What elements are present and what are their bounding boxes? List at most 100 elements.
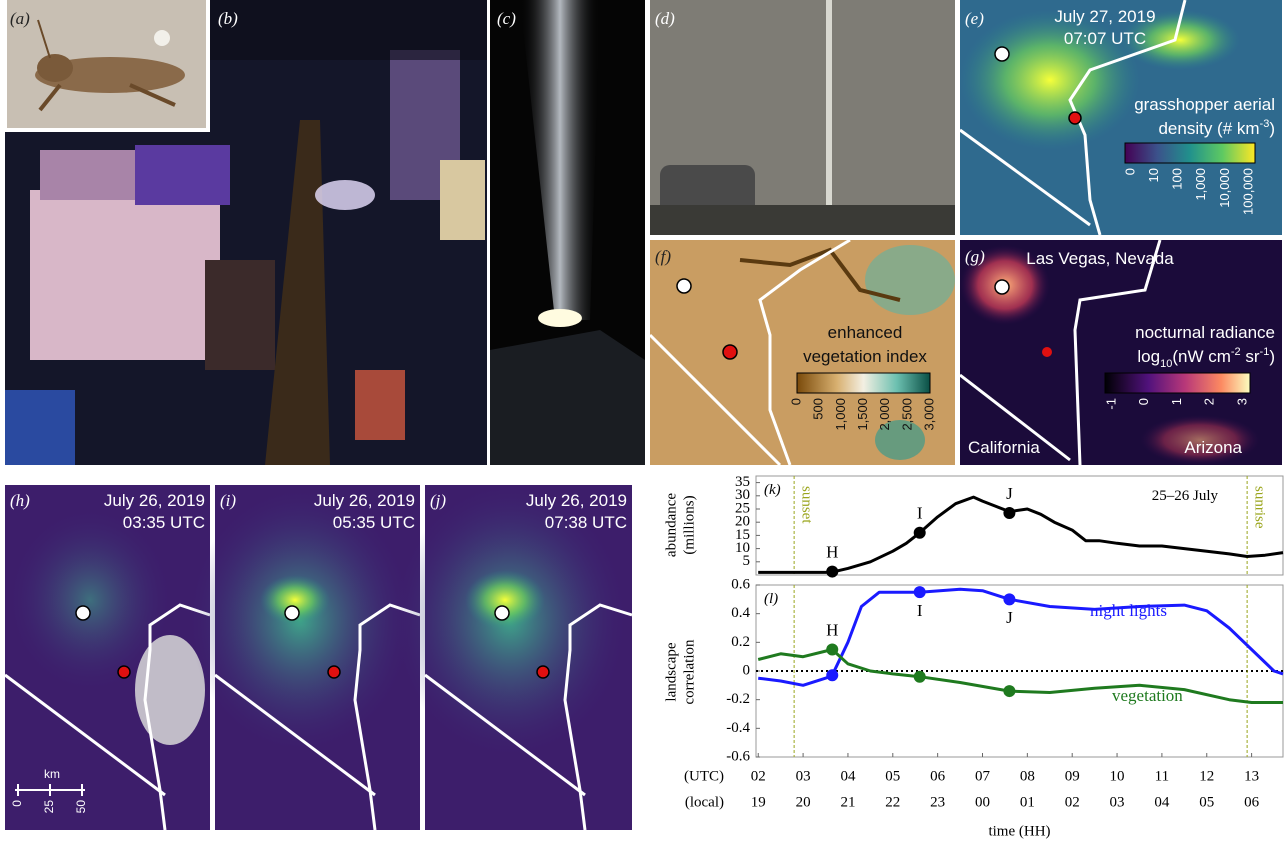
photo-c [490, 0, 645, 465]
x-tick-label: 06 [930, 768, 946, 784]
y-axis-label: correlation [681, 639, 697, 704]
point-marker [1003, 685, 1015, 697]
y-tick-label: 0.2 [731, 634, 750, 650]
place-label: Las Vegas, Nevada [1026, 249, 1174, 268]
x-tick-label-local: 20 [796, 794, 811, 810]
y-tick-label: 0.4 [731, 605, 750, 621]
x-tick-label-local: 02 [1065, 794, 1080, 810]
superscript: -1 [1260, 346, 1270, 358]
colorbar-tick-label: 0 [1136, 398, 1151, 405]
colorbar-tick-label: 1,000 [833, 398, 848, 431]
superscript: -3 [1260, 118, 1270, 130]
date: July 26, 2019 [526, 491, 627, 510]
legend-title: vegetation index [803, 347, 927, 366]
panel-label: (i) [220, 491, 236, 510]
point-label: H [826, 542, 838, 561]
date: July 26, 2019 [104, 491, 205, 510]
x-tick-label-local: 04 [1154, 794, 1170, 810]
colorbar-tick-label: 2 [1202, 398, 1217, 405]
panel-label: (l) [764, 591, 778, 607]
panel-label: (j) [430, 491, 446, 510]
colorbar-tick-label: 1,000 [1193, 168, 1208, 201]
colorbar-tick-label: 1,500 [855, 398, 870, 431]
annotation: 25–26 July [1152, 488, 1219, 504]
x-tick-label-local: 03 [1110, 794, 1125, 810]
panel-label: (h) [10, 491, 30, 510]
colorbar-tick-label: 10,000 [1217, 168, 1232, 208]
x-tick-label: 02 [751, 768, 766, 784]
legend-title: grasshopper aerial [1134, 95, 1275, 114]
colorbar-tick-label: 3 [1234, 398, 1249, 405]
colorbar-tick-label: 500 [811, 398, 826, 420]
series-label: night lights [1090, 601, 1167, 620]
colorbar-tick-label: 2,500 [899, 398, 914, 431]
point-label: I [917, 601, 923, 620]
photo-d [650, 0, 955, 235]
y-tick-label: -0.4 [726, 720, 750, 736]
x-tick-label: 03 [796, 768, 811, 784]
y-axis-label: (millions) [681, 495, 697, 554]
region-label: Arizona [1184, 438, 1242, 457]
y-axis-label: landscape [663, 642, 679, 701]
date: July 27, 2019 [1054, 7, 1155, 26]
region-label: California [968, 438, 1040, 457]
point-label: J [1006, 484, 1013, 503]
colorbar-tick-label: 0 [788, 398, 803, 405]
series-label: vegetation [1112, 686, 1183, 705]
point-label: I [917, 504, 923, 523]
text: (nW cm [1172, 347, 1231, 366]
scale-unit: km [44, 767, 60, 781]
x-tick-label: 08 [1020, 768, 1035, 784]
y-tick-label: 0 [743, 662, 751, 678]
point-marker [914, 671, 926, 683]
x-tick-label: 11 [1155, 768, 1169, 784]
subscript: 10 [1160, 358, 1172, 370]
point-label: J [1006, 608, 1013, 627]
point-marker [826, 669, 838, 681]
x-tick-label-local: 06 [1244, 794, 1260, 810]
scale-tick-label: 0 [10, 800, 24, 807]
x-tick-label: 04 [840, 768, 856, 784]
x-tick-label-local: 22 [885, 794, 900, 810]
x-tick-label: 07 [975, 768, 991, 784]
colorbar-tick-label: 1 [1169, 398, 1184, 405]
photo-a [5, 0, 210, 132]
x-tick-label-local: 05 [1199, 794, 1214, 810]
text: ) [1269, 119, 1275, 138]
colorbar-tick-label: 100 [1170, 168, 1185, 190]
x-tick-label-local: 01 [1020, 794, 1035, 810]
panel-label: (e) [965, 9, 984, 28]
charts: 5101520253035abundance(millions)(k)25–26… [663, 474, 1283, 839]
x-tick-label: 12 [1199, 768, 1214, 784]
point-marker [826, 566, 838, 578]
y-tick-label: 0.6 [731, 576, 750, 592]
x-tick-label: 05 [885, 768, 900, 784]
legend-title: enhanced [828, 323, 903, 342]
map-i [190, 485, 420, 830]
scale-tick-label: 25 [42, 800, 56, 814]
date: July 26, 2019 [314, 491, 415, 510]
colorbar-tick-label: 0 [1122, 168, 1137, 175]
y-axis-label: abundance [663, 493, 679, 557]
legend-title: nocturnal radiance [1135, 323, 1275, 342]
text: ) [1269, 347, 1275, 366]
text: log [1137, 347, 1160, 366]
colorbar-tick-label: 10 [1146, 168, 1161, 182]
legend-title: density (# km-3) [1158, 118, 1275, 138]
point-marker [1003, 507, 1015, 519]
x-tick-label-local: 19 [751, 794, 766, 810]
panel-label: (b) [218, 9, 238, 28]
page: (a) (b) (c) (d) (e) (f) (g) (h) (i) (j) … [0, 0, 1287, 845]
vertical-line-label: sunset [799, 486, 815, 524]
y-tick-label: 35 [735, 474, 750, 490]
point-marker [826, 644, 838, 656]
x-tick-label: 09 [1065, 768, 1080, 784]
text: sr [1241, 347, 1260, 366]
point-marker [914, 586, 926, 598]
y-tick-label: -0.2 [726, 691, 750, 707]
colorbar-tick-label: 100,000 [1240, 168, 1255, 215]
time: 07:07 UTC [1064, 29, 1146, 48]
map-j [395, 485, 632, 830]
x-tick-label-local: 21 [840, 794, 855, 810]
panel-label: (c) [497, 9, 516, 28]
